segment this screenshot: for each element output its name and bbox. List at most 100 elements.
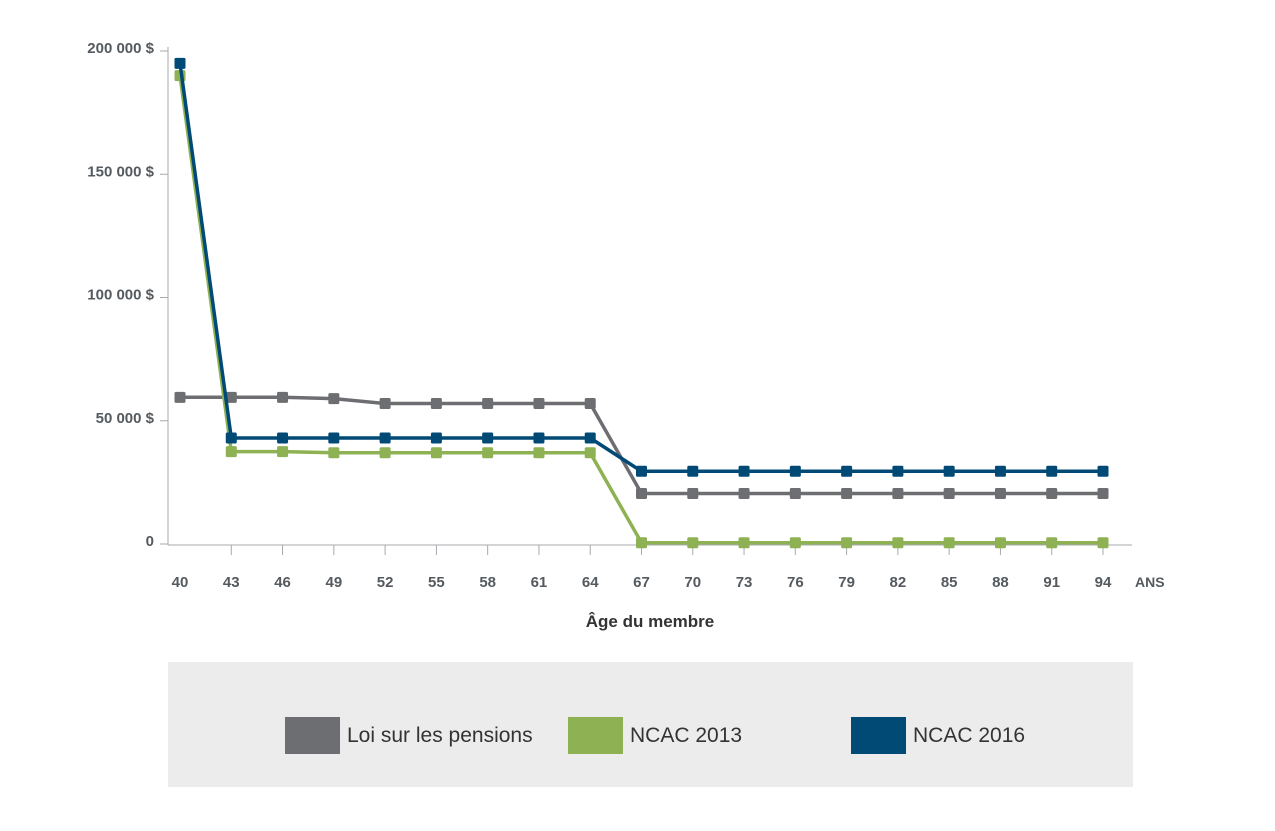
data-point <box>738 537 750 549</box>
data-point <box>994 537 1006 549</box>
series-line <box>178 63 1103 474</box>
data-point <box>225 432 237 444</box>
data-point <box>584 432 596 444</box>
x-tick-label: 94 <box>1095 574 1112 591</box>
y-tick-label: 0 <box>146 533 154 550</box>
data-point <box>738 487 750 499</box>
legend-item-loi: Loi sur les pensions <box>285 717 533 754</box>
data-point <box>430 447 442 459</box>
x-tick-label: 52 <box>377 574 394 591</box>
data-point <box>277 446 289 458</box>
y-tick-label: 200 000 $ <box>87 40 154 57</box>
data-point <box>789 487 801 499</box>
data-point <box>430 397 442 409</box>
legend: Loi sur les pensions NCAC 2013 NCAC 2016 <box>168 662 1133 787</box>
legend-label-loi: Loi sur les pensions <box>347 723 533 747</box>
data-point <box>841 465 853 477</box>
data-point <box>277 391 289 403</box>
data-point <box>687 537 699 549</box>
data-point <box>636 537 647 549</box>
x-tick-label: 58 <box>479 574 496 591</box>
data-point <box>943 487 955 499</box>
x-tick-label: 64 <box>582 574 599 591</box>
data-point <box>687 487 699 499</box>
data-point <box>892 487 904 499</box>
axes <box>167 47 1132 546</box>
data-point <box>636 465 647 477</box>
legend-swatch-ncac-2016 <box>851 717 906 754</box>
data-point <box>328 393 340 405</box>
data-point <box>994 465 1006 477</box>
data-point <box>1097 465 1109 477</box>
x-tick-label: 76 <box>787 574 804 591</box>
data-point <box>1097 487 1109 499</box>
data-point <box>482 447 494 459</box>
data-point <box>482 432 494 444</box>
data-point <box>430 432 442 444</box>
x-axis-ticks: 40 43 46 49 52 55 58 61 64 67 70 73 76 79 82 85 88 91 94 <box>172 545 1112 591</box>
series-line <box>180 395 1103 496</box>
data-point <box>225 446 237 458</box>
x-tick-label: 49 <box>325 574 342 591</box>
data-point <box>1046 537 1058 549</box>
data-point <box>533 397 545 409</box>
data-point <box>687 465 699 477</box>
data-point <box>277 432 289 444</box>
x-tick-label: 88 <box>992 574 1009 591</box>
data-point <box>379 397 391 409</box>
line-chart: 0 50 000 $ 100 000 $ 150 000 $ 200 000 $ 40 4… <box>87 40 1165 631</box>
x-axis-unit-label: ANS <box>1135 574 1165 590</box>
x-axis-title: Âge du membre <box>586 612 714 631</box>
data-point <box>584 447 596 459</box>
data-point <box>174 391 186 403</box>
data-point <box>841 487 853 499</box>
x-tick-label: 40 <box>172 574 189 591</box>
legend-label-ncac-2013: NCAC 2013 <box>630 723 743 747</box>
x-tick-label: 70 <box>684 574 701 591</box>
data-point <box>1046 465 1058 477</box>
series-1 <box>174 391 1109 499</box>
x-tick-label: 43 <box>223 574 240 591</box>
data-point <box>994 487 1006 499</box>
data-point <box>533 432 545 444</box>
data-point <box>328 432 340 444</box>
data-point <box>892 537 904 549</box>
x-tick-label: 55 <box>428 574 445 591</box>
data-point <box>841 537 853 549</box>
data-point <box>225 391 237 403</box>
data-point <box>943 537 955 549</box>
legend-swatch-ncac-2013 <box>568 717 623 754</box>
data-point <box>584 397 596 409</box>
data-point <box>943 465 955 477</box>
data-point <box>174 57 186 69</box>
data-point <box>533 447 545 459</box>
x-tick-label: 46 <box>274 574 291 591</box>
y-tick-label: 50 000 $ <box>96 410 155 427</box>
data-point <box>379 447 391 459</box>
x-tick-label: 61 <box>531 574 548 591</box>
legend-item-ncac-2016: NCAC 2016 <box>851 717 1025 754</box>
y-axis-ticks: 0 50 000 $ 100 000 $ 150 000 $ 200 000 $ <box>87 40 168 550</box>
data-point <box>379 432 391 444</box>
data-point <box>482 397 494 409</box>
series-3 <box>174 57 1109 477</box>
legend-item-ncac-2013: NCAC 2013 <box>568 717 742 754</box>
legend-swatch-loi <box>285 717 340 754</box>
x-tick-label: 85 <box>941 574 958 591</box>
legend-label-ncac-2016: NCAC 2016 <box>913 723 1026 747</box>
data-point <box>328 447 340 459</box>
y-tick-label: 150 000 $ <box>87 163 154 180</box>
data-point <box>1097 537 1109 549</box>
y-tick-label: 100 000 $ <box>87 287 154 304</box>
data-point <box>789 465 801 477</box>
data-point <box>892 465 904 477</box>
x-tick-label: 91 <box>1043 574 1060 591</box>
data-point <box>789 537 801 549</box>
x-tick-label: 73 <box>736 574 753 591</box>
x-tick-label: 82 <box>890 574 907 591</box>
data-point <box>1046 487 1058 499</box>
x-tick-label: 67 <box>633 574 650 591</box>
data-point <box>636 487 647 499</box>
series-2 <box>174 70 1109 549</box>
data-point <box>738 465 750 477</box>
